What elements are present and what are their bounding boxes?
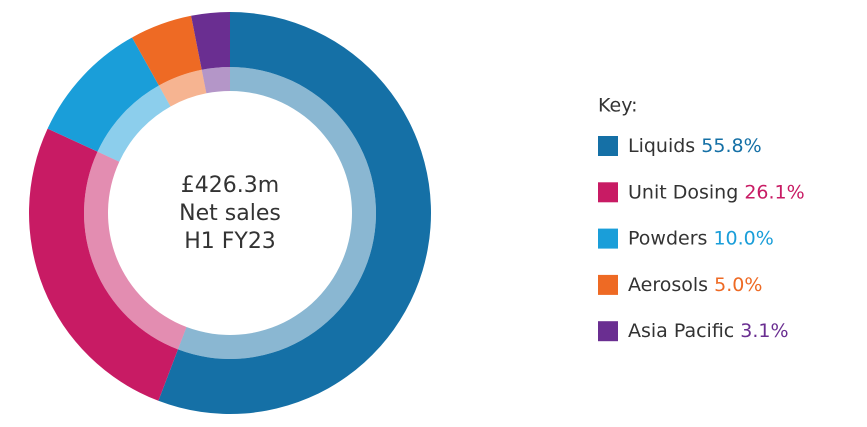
- legend-value: 55.8%: [701, 135, 761, 157]
- legend-label: Powders 10.0%: [628, 227, 774, 249]
- legend: Liquids 55.8% Unit Dosing 26.1% Powders 10…: [598, 135, 805, 342]
- legend-label: Asia Pacific 3.1%: [628, 320, 789, 342]
- donut-inner-segment: [83, 151, 187, 350]
- legend-name: Asia Pacific: [628, 320, 734, 342]
- donut: [28, 12, 431, 414]
- legend-value: 10.0%: [713, 227, 773, 249]
- legend-value: 3.1%: [740, 320, 788, 342]
- donut-segment: [132, 15, 202, 86]
- center-text: £426.3m: [181, 173, 279, 198]
- donut-segment: [158, 12, 431, 414]
- donut-inner-segment: [201, 67, 230, 94]
- donut-segment: [28, 128, 178, 401]
- legend-name: Liquids: [628, 135, 695, 157]
- legend-label: Liquids 55.8%: [628, 135, 762, 157]
- legend-value: 5.0%: [714, 273, 762, 295]
- center-text: H1 FY23: [184, 229, 276, 254]
- donut-segment: [191, 12, 230, 70]
- center-text: Net sales: [179, 201, 281, 226]
- donut-inner-segment: [158, 69, 207, 107]
- legend-swatch: [598, 321, 618, 342]
- legend-swatch: [598, 228, 618, 249]
- legend-title: Key:: [598, 95, 637, 117]
- legend-value: 26.1%: [744, 181, 804, 203]
- legend-swatch: [598, 136, 618, 156]
- legend-name: Unit Dosing: [628, 181, 738, 203]
- legend-name: Powders: [628, 227, 707, 249]
- donut-segment: [47, 37, 159, 152]
- legend-name: Aerosols: [628, 273, 708, 295]
- legend-swatch: [598, 182, 618, 203]
- legend-swatch: [598, 274, 618, 295]
- donut-inner-segment: [97, 85, 171, 162]
- legend-label: Unit Dosing 26.1%: [628, 181, 805, 203]
- legend-label: Aerosols 5.0%: [628, 273, 762, 295]
